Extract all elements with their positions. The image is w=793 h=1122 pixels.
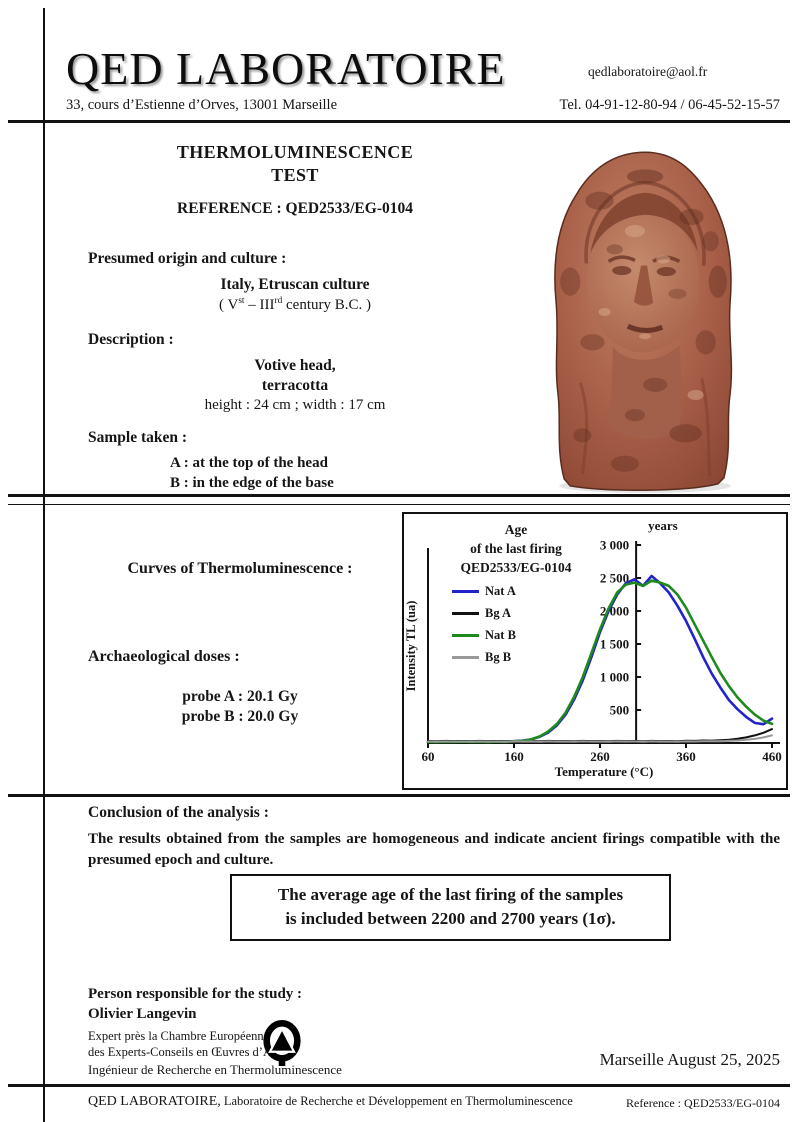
legend-label: Bg B bbox=[485, 649, 512, 664]
responsible-name: Olivier Langevin bbox=[88, 1006, 197, 1022]
period-part: century B.C. ) bbox=[282, 297, 371, 313]
years-tick-label: 3 000 bbox=[600, 538, 629, 553]
sample-a: A : at the top of the head bbox=[170, 455, 328, 471]
period-sup: st bbox=[238, 296, 245, 306]
doc-title: THERMOLUMINESCENCE TEST bbox=[100, 141, 490, 187]
bg-b-line-swatch bbox=[452, 655, 479, 659]
x-axis-title: Temperature (°C) bbox=[555, 764, 654, 779]
probe-a-value: probe A : 20.1 Gy bbox=[182, 688, 298, 705]
probe-b-value: probe B : 20.0 Gy bbox=[181, 708, 299, 725]
x-tick-label: 60 bbox=[422, 749, 435, 764]
x-tick-label: 360 bbox=[676, 749, 696, 764]
years-tick-label: 2 500 bbox=[600, 571, 629, 586]
x-tick-label: 160 bbox=[504, 749, 524, 764]
footer-company: QED LABORATOIRE, bbox=[88, 1094, 221, 1109]
footer-divider bbox=[8, 1084, 790, 1087]
years-tick-label: 1 500 bbox=[600, 637, 629, 652]
description-line2: terracotta bbox=[261, 377, 329, 394]
place-date: Marseille August 25, 2025 bbox=[599, 1050, 780, 1069]
footer-company-line: QED LABORATOIRE, Laboratoire de Recherch… bbox=[88, 1094, 573, 1110]
conclusion-text: The results obtained from the samples ar… bbox=[88, 831, 780, 868]
tl-chart: 3 000 2 500 2 000 1 500 1 000 500 years 60 160 26… bbox=[402, 512, 788, 790]
origin-value: Italy, Etruscan culture bbox=[220, 276, 370, 293]
doc-reference: REFERENCE : QED2533/EG-0104 bbox=[177, 200, 413, 217]
x-tick-label: 260 bbox=[590, 749, 610, 764]
nat-b-line-swatch bbox=[452, 633, 479, 637]
origin-label: Presumed origin and culture : bbox=[88, 250, 287, 267]
curve-bg-a bbox=[427, 728, 773, 743]
y-axis-title: Intensity TL (ua) bbox=[404, 601, 418, 692]
average-age-line1: The average age of the last firing of th… bbox=[277, 885, 624, 904]
average-age-line2: is included between 2200 and 2700 years … bbox=[285, 909, 616, 928]
legend-item-bg-b: Bg B bbox=[452, 646, 516, 668]
company-address: 33, cours d’Estienne d’Orves, 13001 Mars… bbox=[66, 97, 338, 113]
description-dimensions: height : 24 cm ; width : 17 cm bbox=[204, 397, 386, 413]
legend-label: Nat B bbox=[485, 627, 516, 642]
chart-title: Age of the last firing QED2533/EG-0104 bbox=[426, 520, 606, 577]
legend-item-bg-a: Bg A bbox=[452, 602, 516, 624]
chart-title-line1: Age bbox=[504, 522, 528, 537]
period-part: ( V bbox=[219, 297, 239, 313]
description-line1: Votive head, bbox=[254, 357, 336, 374]
years-axis-label: years bbox=[648, 518, 678, 533]
engineer-title: Ingénieur de Recherche en Thermoluminesc… bbox=[88, 1062, 342, 1077]
expert-title-1: Expert près la Chambre Européenne bbox=[88, 1029, 270, 1043]
section-divider-1 bbox=[8, 494, 790, 505]
bg-a-line-swatch bbox=[452, 611, 479, 615]
votive-head-photo bbox=[554, 151, 733, 493]
left-margin-rule bbox=[43, 8, 45, 1122]
legend-item-nat-b: Nat B bbox=[452, 624, 516, 646]
curves-label: Curves of Thermoluminescence : bbox=[127, 560, 353, 577]
doses-label: Archaeological doses : bbox=[88, 648, 240, 665]
period-part: – III bbox=[244, 297, 275, 313]
x-tick-label: 460 bbox=[762, 749, 782, 764]
sample-b: B : in the edge of the base bbox=[170, 475, 334, 491]
average-age-box: The average age of the last firing of th… bbox=[230, 874, 671, 941]
description-label: Description : bbox=[88, 331, 174, 348]
doc-title-line1: THERMOLUMINESCENCE bbox=[176, 142, 414, 162]
chart-legend: Nat A Bg A Nat B Bg B bbox=[452, 580, 516, 668]
expert-titles: Expert près la Chambre Européenne des Ex… bbox=[88, 1028, 280, 1060]
company-name: QED LABORATOIRE bbox=[66, 43, 506, 94]
header-divider bbox=[8, 120, 790, 123]
footer-reference: Reference : QED2533/EG-0104 bbox=[626, 1096, 780, 1110]
legend-label: Nat A bbox=[485, 583, 516, 598]
experts-chamber-logo-icon bbox=[263, 1020, 301, 1066]
years-tick-label: 500 bbox=[610, 703, 630, 718]
section-divider-2 bbox=[8, 794, 790, 797]
doc-title-line2: TEST bbox=[271, 165, 319, 185]
curve-bg-b bbox=[427, 734, 773, 743]
conclusion-label: Conclusion of the analysis : bbox=[88, 804, 269, 821]
responsible-label: Person responsible for the study : bbox=[88, 986, 303, 1002]
expert-title-2: des Experts-Conseils en Œuvres d’Art bbox=[88, 1045, 280, 1059]
footer-subtitle: Laboratoire de Recherche et Développemen… bbox=[220, 1094, 573, 1108]
nat-a-line-swatch bbox=[452, 589, 479, 593]
company-phone: Tel. 04-91-12-80-94 / 06-45-52-15-57 bbox=[559, 97, 780, 113]
company-email: qedlaboratoire@aol.fr bbox=[588, 64, 708, 79]
legend-item-nat-a: Nat A bbox=[452, 580, 516, 602]
origin-period: ( Vst – IIIrd century B.C. ) bbox=[100, 296, 490, 314]
period-sup: rd bbox=[274, 296, 283, 306]
legend-label: Bg A bbox=[485, 605, 512, 620]
chart-title-line2: of the last firing bbox=[470, 541, 562, 556]
years-tick-label: 1 000 bbox=[600, 670, 629, 685]
sample-label: Sample taken : bbox=[88, 429, 188, 446]
chart-title-line3: QED2533/EG-0104 bbox=[460, 560, 572, 575]
